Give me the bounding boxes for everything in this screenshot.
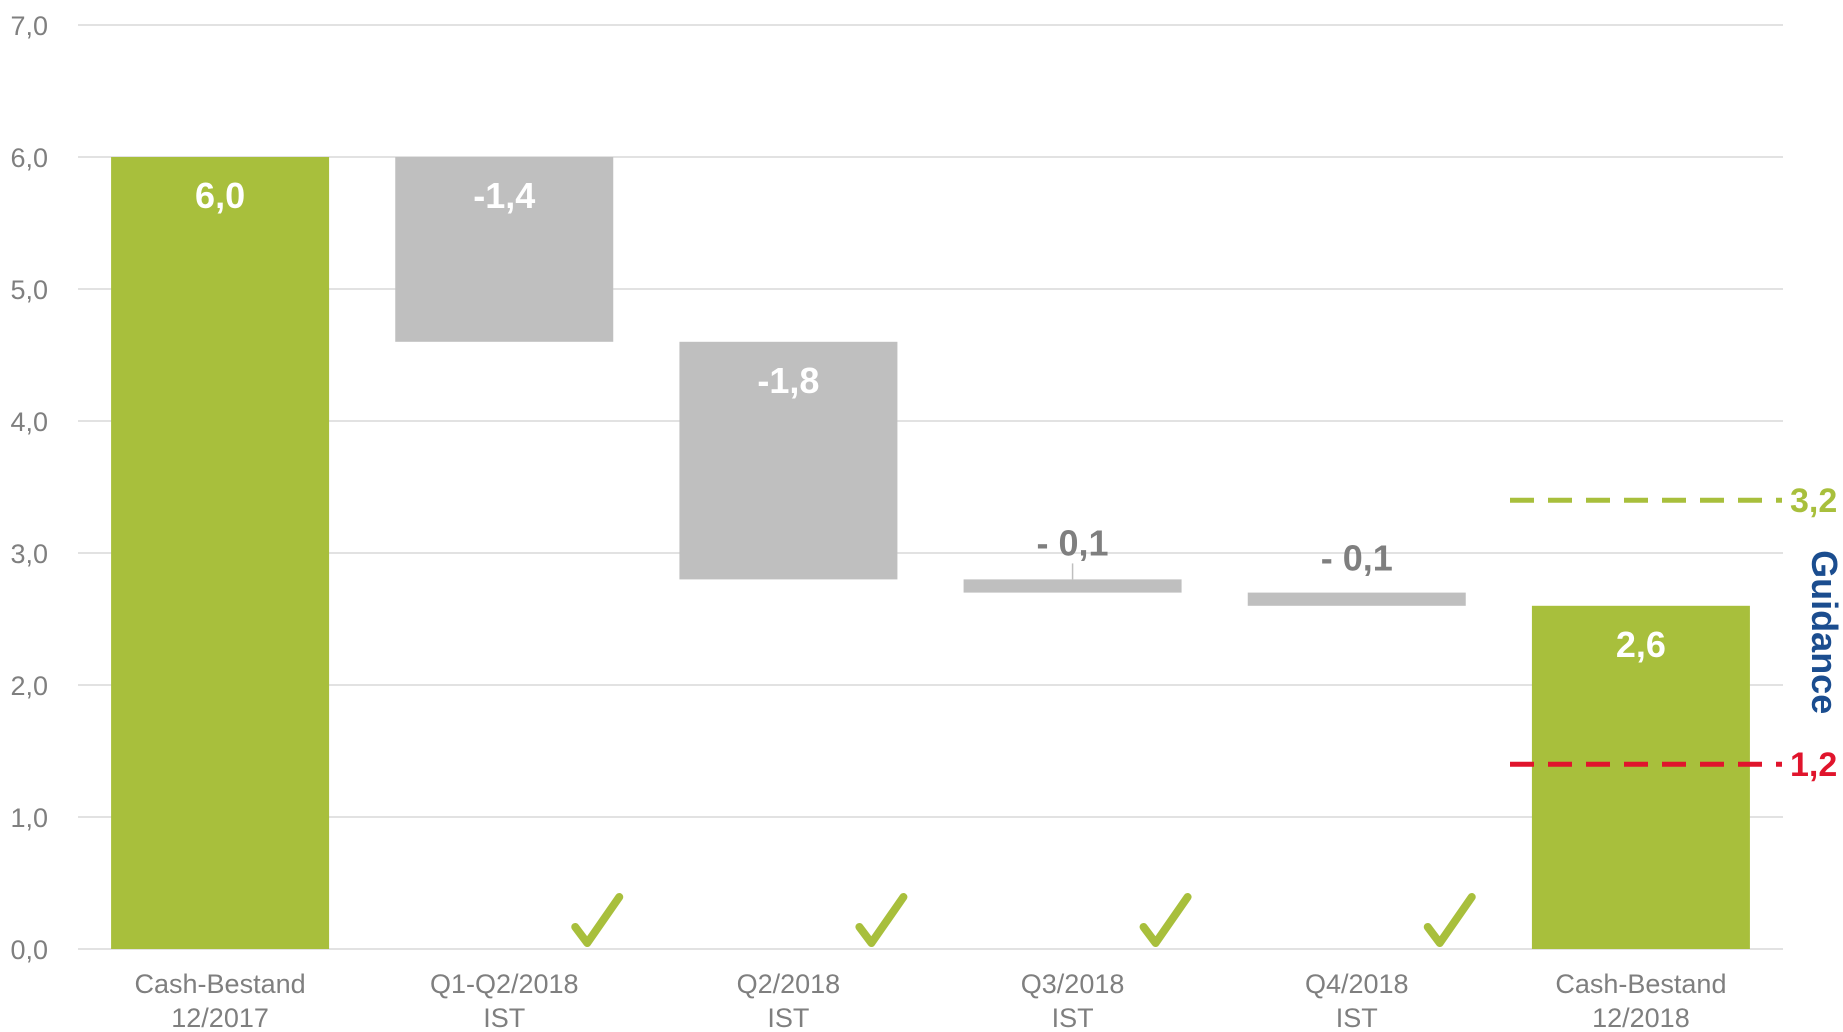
category-label: IST (767, 1003, 809, 1032)
y-tick-label: 6,0 (10, 143, 48, 173)
total-bar (111, 157, 330, 949)
category-label: IST (1052, 1003, 1094, 1032)
bar-labels: 6,0 -1,4 -1,8 - 0,1 - 0,1 2,6 (195, 175, 1666, 665)
category-label: Q1-Q2/2018 (430, 969, 579, 999)
delta-bar (963, 579, 1182, 593)
delta-bar (1247, 592, 1466, 606)
x-axis-categories: Cash-Bestand 12/2017 Q1-Q2/2018 IST Q2/2018 I… (135, 969, 1727, 1032)
check-marks (571, 893, 1476, 947)
lower-guidance-label: 1,2 (1790, 746, 1837, 784)
category-label: Cash-Bestand (135, 969, 306, 999)
total-bar (1531, 605, 1750, 949)
bar-value-label: 6,0 (195, 175, 245, 216)
check-icon (855, 893, 908, 947)
y-tick-label: 0,0 (10, 935, 48, 965)
bar-value-label: -1,4 (473, 175, 535, 216)
delta-bar (395, 157, 614, 342)
guidance-group: 3,2 1,2 Guidance (1510, 482, 1843, 784)
category-label: IST (1336, 1003, 1378, 1032)
category-label: IST (483, 1003, 525, 1032)
check-icon (1423, 893, 1476, 947)
y-tick-label: 1,0 (10, 803, 48, 833)
bar-value-label: 2,6 (1616, 624, 1666, 665)
category-label: Q2/2018 (737, 969, 841, 999)
y-axis-ticks: 0,0 1,0 2,0 3,0 4,0 5,0 6,0 7,0 (10, 11, 48, 965)
grid-lines (78, 24, 1783, 950)
upper-guidance-label: 3,2 (1790, 482, 1837, 520)
check-icon (1139, 893, 1192, 947)
y-tick-label: 7,0 (10, 11, 48, 41)
guidance-title: Guidance (1804, 550, 1843, 714)
delta-bar (679, 341, 898, 580)
category-label: Cash-Bestand (1555, 969, 1726, 999)
category-label: 12/2018 (1592, 1003, 1690, 1032)
y-tick-label: 5,0 (10, 275, 48, 305)
y-tick-label: 4,0 (10, 407, 48, 437)
bar-value-label: - 0,1 (1037, 522, 1109, 563)
category-label: Q4/2018 (1305, 969, 1409, 999)
category-label: Q3/2018 (1021, 969, 1125, 999)
y-tick-label: 3,0 (10, 539, 48, 569)
bars (111, 157, 1750, 949)
y-tick-label: 2,0 (10, 671, 48, 701)
bar-value-label: -1,8 (757, 360, 819, 401)
check-icon (571, 893, 624, 947)
bar-value-label: - 0,1 (1321, 538, 1393, 579)
category-label: 12/2017 (171, 1003, 269, 1032)
